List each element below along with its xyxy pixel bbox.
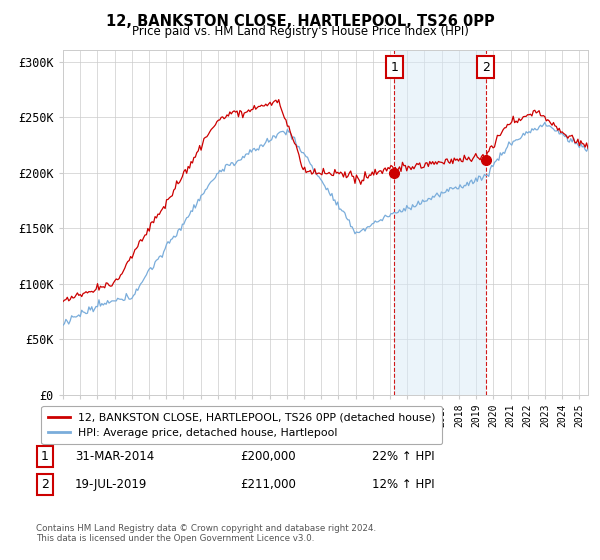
Text: 1: 1 <box>41 450 49 463</box>
Text: 2: 2 <box>41 478 49 491</box>
Text: Contains HM Land Registry data © Crown copyright and database right 2024.
This d: Contains HM Land Registry data © Crown c… <box>36 524 376 543</box>
Bar <box>394 50 485 395</box>
Text: 12, BANKSTON CLOSE, HARTLEPOOL, TS26 0PP: 12, BANKSTON CLOSE, HARTLEPOOL, TS26 0PP <box>106 14 494 29</box>
Text: £200,000: £200,000 <box>240 450 296 463</box>
Text: 1: 1 <box>391 60 398 73</box>
Text: Price paid vs. HM Land Registry's House Price Index (HPI): Price paid vs. HM Land Registry's House … <box>131 25 469 38</box>
Text: 22% ↑ HPI: 22% ↑ HPI <box>372 450 434 463</box>
Text: 2: 2 <box>482 60 490 73</box>
Text: 31-MAR-2014: 31-MAR-2014 <box>75 450 154 463</box>
Legend: 12, BANKSTON CLOSE, HARTLEPOOL, TS26 0PP (detached house), HPI: Average price, d: 12, BANKSTON CLOSE, HARTLEPOOL, TS26 0PP… <box>41 406 442 444</box>
Text: 12% ↑ HPI: 12% ↑ HPI <box>372 478 434 491</box>
Text: 19-JUL-2019: 19-JUL-2019 <box>75 478 148 491</box>
Text: £211,000: £211,000 <box>240 478 296 491</box>
